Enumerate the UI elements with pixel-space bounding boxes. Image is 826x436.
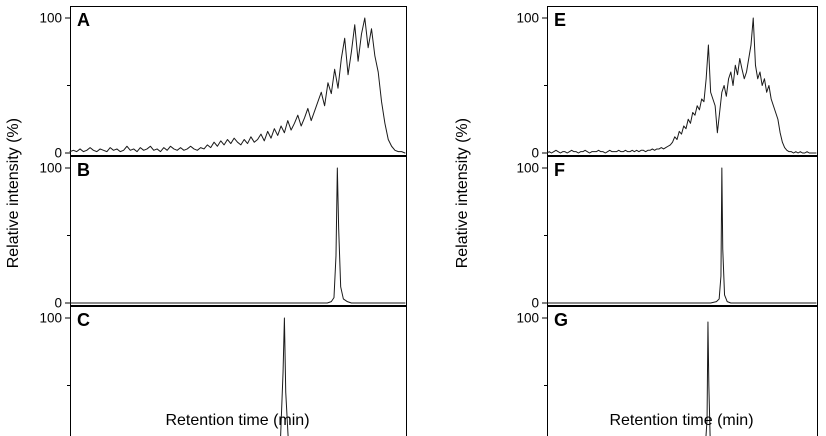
trace [69,167,406,304]
svg-text:100: 100 [516,11,539,26]
chromatogram-F: 0 100 F [516,156,818,311]
panel-letter: C [77,310,90,330]
panel-E: 0 100 E [509,6,818,161]
trace [280,317,289,436]
y-axis-label-left: Relative intensity (%) [5,117,22,269]
panel-letter: G [554,310,568,330]
trace [705,321,711,436]
panel-letter: E [554,10,566,30]
chromatogram-G: 0100G [516,306,818,436]
trace [546,167,817,304]
panel-letter: F [554,160,565,180]
y-axis-label-right: Relative intensity (%) [454,117,471,269]
panel-C: 0100C [32,306,407,436]
svg-text:0: 0 [531,146,539,161]
trace [69,17,406,154]
panel-F: 0 100 F [509,156,818,311]
chromatogram-E: 0 100 E [516,6,818,161]
svg-text:100: 100 [516,161,539,176]
svg-text:100: 100 [39,11,62,26]
svg-text:0: 0 [54,296,62,311]
x-axis-label-left: Retention time (min) [165,412,310,429]
chromatogram-C: 0100C [39,306,407,436]
panel-letter: B [77,160,90,180]
panel-G: 0100G [509,306,818,436]
trace [546,17,817,154]
chromatogram-A: 0 100 A [39,6,407,161]
svg-text:100: 100 [39,161,62,176]
x-axis-label-right: Retention time (min) [609,412,754,429]
chromatogram-B: 0 100 B [39,156,407,311]
svg-text:0: 0 [54,146,62,161]
panel-A: 0 100 A [32,6,407,161]
svg-text:100: 100 [516,311,539,326]
svg-text:0: 0 [531,296,539,311]
panel-letter: A [77,10,90,30]
svg-text:100: 100 [39,311,62,326]
panel-B: 0 100 B [32,156,407,311]
